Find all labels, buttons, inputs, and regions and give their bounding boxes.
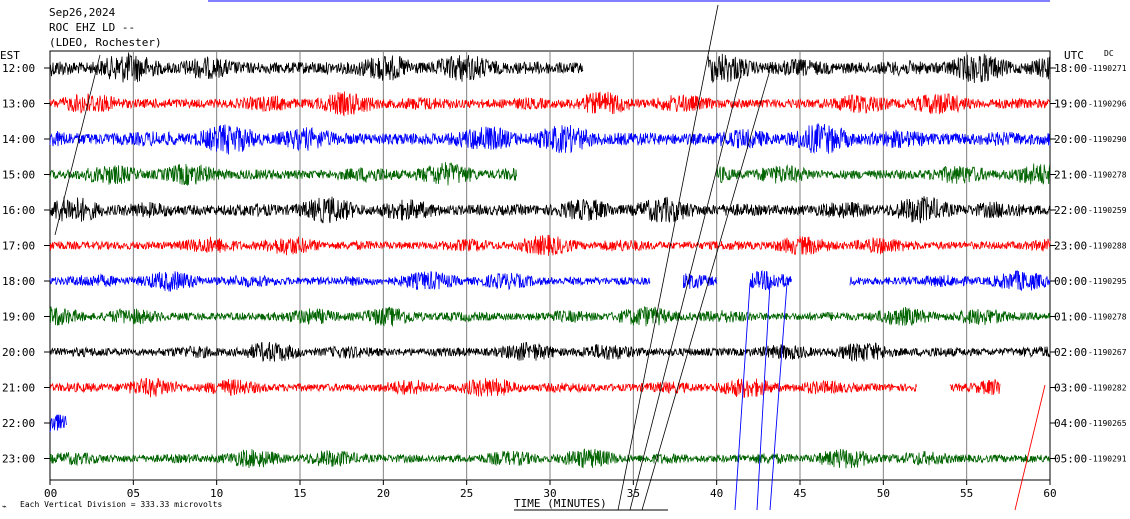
row-dc-value: -1190290 (1088, 135, 1127, 144)
row-label-left: 12:00 (2, 62, 35, 75)
x-tick-label: 00 (44, 487, 57, 500)
seismic-trace (708, 54, 1050, 83)
row-label-left: 22:00 (2, 417, 35, 430)
row-label-left: 18:00 (2, 275, 35, 288)
row-label-left: 19:00 (2, 311, 35, 324)
row-label-right: 02:00 (1054, 346, 1087, 359)
row-label-left: 23:00 (2, 453, 35, 466)
x-tick-label: 60 (1043, 487, 1056, 500)
slant-line (1015, 385, 1045, 510)
seismic-trace (50, 162, 517, 186)
x-tick-label: 55 (960, 487, 973, 500)
scale-note: Each Vertical Division = 333.33 microvol… (20, 500, 222, 509)
row-label-right: 22:00 (1054, 204, 1087, 217)
row-label-right: 04:00 (1054, 417, 1087, 430)
row-label-left: 15:00 (2, 169, 35, 182)
row-dc-value: -1190296 (1088, 100, 1127, 109)
row-dc-value: -1190291 (1088, 455, 1127, 464)
row-label-right: 23:00 (1054, 240, 1087, 253)
row-label-right: 03:00 (1054, 382, 1087, 395)
x-tick-label: 05 (127, 487, 140, 500)
row-label-right: 05:00 (1054, 453, 1087, 466)
x-tick-label: 40 (710, 487, 723, 500)
row-dc-value: -1190265 (1088, 419, 1127, 428)
dc-label: DC (1104, 49, 1114, 58)
row-dc-value: -1190282 (1088, 384, 1127, 393)
header-station: ROC EHZ LD -- (49, 21, 135, 34)
row-label-left: 20:00 (2, 346, 35, 359)
row-dc-value: -1190278 (1088, 171, 1127, 180)
row-label-right: 18:00 (1054, 62, 1087, 75)
row-dc-value: -1190271 (1088, 64, 1127, 73)
x-tick-label: 50 (877, 487, 890, 500)
seismic-trace (50, 378, 917, 398)
x-tick-label: 10 (210, 487, 223, 500)
row-label-right: 00:00 (1054, 275, 1087, 288)
vertical-gridlines (133, 51, 966, 480)
row-label-right: 21:00 (1054, 169, 1087, 182)
row-label-left: 16:00 (2, 204, 35, 217)
row-label-left: 13:00 (2, 98, 35, 111)
seismic-trace (50, 415, 67, 433)
scale-icon: ⌁ (2, 502, 7, 511)
row-dc-value: -1190278 (1088, 313, 1127, 322)
x-tick-label: 35 (627, 487, 640, 500)
header-network: (LDEO, Rochester) (49, 36, 162, 49)
row-label-left: 14:00 (2, 133, 35, 146)
seismic-trace (50, 271, 650, 291)
row-label-right: 01:00 (1054, 311, 1087, 324)
row-label-right: 20:00 (1054, 133, 1087, 146)
x-tick-label: 20 (377, 487, 390, 500)
x-tick-label: 45 (793, 487, 806, 500)
row-label-right: 19:00 (1054, 98, 1087, 111)
row-label-left: 17:00 (2, 240, 35, 253)
seismic-trace (50, 53, 583, 83)
seismic-trace (750, 271, 792, 290)
header-date: Sep26,2024 (49, 6, 116, 19)
x-tick-label: 25 (460, 487, 473, 500)
left-tz-label: EST (0, 49, 20, 62)
row-dc-value: -1190259 (1088, 206, 1127, 215)
right-tz-label: UTC (1064, 49, 1084, 62)
row-dc-value: -1190267 (1088, 348, 1127, 357)
row-dc-value: -1190295 (1088, 277, 1127, 286)
seismic-trace (950, 379, 1000, 395)
x-axis-title: TIME (MINUTES) (514, 497, 607, 510)
seismic-trace (850, 271, 1050, 291)
row-label-left: 21:00 (2, 382, 35, 395)
row-dc-value: -1190288 (1088, 242, 1127, 251)
x-tick-label: 15 (293, 487, 306, 500)
